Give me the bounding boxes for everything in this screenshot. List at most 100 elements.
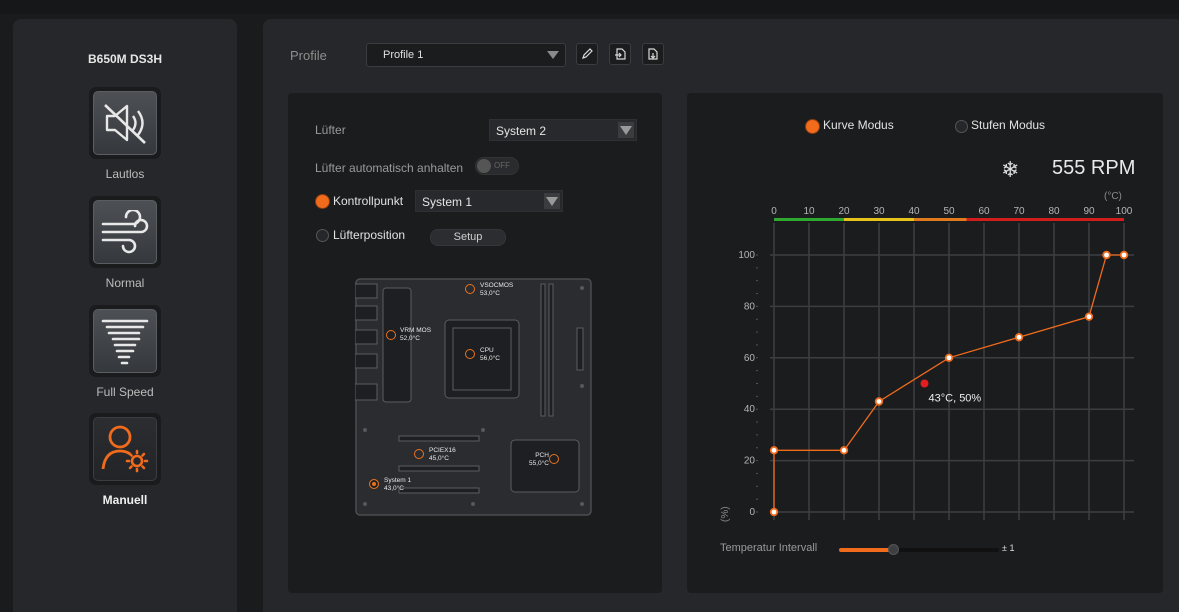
curve-control-point[interactable] xyxy=(1102,250,1111,260)
profile-label: Profile xyxy=(290,48,327,63)
mode-label-lautlos: Lautlos xyxy=(105,167,145,181)
sensor-vsocmos: VSOCMOS 53,0°C xyxy=(480,282,513,298)
curve-control-point[interactable] xyxy=(769,507,779,517)
fan-select[interactable]: System 2 xyxy=(489,119,637,141)
motherboard-diagram: VSOCMOS 53,0°C VRM MOS 52,0°C CPU 56,0°C… xyxy=(355,278,592,516)
mode-label-full-speed: Full Speed xyxy=(96,385,154,399)
mode-label-manuell: Manuell xyxy=(102,493,148,507)
sensor-cpu-marker[interactable] xyxy=(465,349,475,359)
y-tick-label-60: 60 xyxy=(744,353,756,364)
speaker-muted-icon xyxy=(104,104,146,144)
x-tick-label-60: 60 xyxy=(978,206,990,217)
setup-button[interactable]: Setup xyxy=(430,229,506,246)
pct-unit-label: (%) xyxy=(720,506,731,522)
y-tick-label-0: 0 xyxy=(749,507,755,518)
mode-button-full-speed[interactable] xyxy=(89,305,161,377)
user-settings-icon xyxy=(101,425,149,473)
sensor-vrm-marker[interactable] xyxy=(386,330,396,340)
sensor-name: VSOCMOS xyxy=(480,282,514,289)
edit-icon xyxy=(582,48,593,59)
current-point-marker xyxy=(920,379,929,388)
sensor-pciex16-marker[interactable] xyxy=(414,449,424,459)
y-tick-label-80: 80 xyxy=(744,301,756,312)
sensor-system1-marker[interactable] xyxy=(369,479,379,489)
temp-colorbar-segment-0 xyxy=(774,218,844,221)
slider-handle[interactable] xyxy=(888,544,900,555)
mode-button-lautlos[interactable] xyxy=(89,87,161,159)
sensor-name: PCH xyxy=(535,452,549,459)
fan-position-label: Lüfterposition xyxy=(333,228,406,242)
sensor-name: System 1 xyxy=(384,477,412,484)
tornado-icon xyxy=(101,319,149,365)
fan-rpm: 555 RPM xyxy=(1052,157,1136,179)
fan-settings-panel: Lüfter System 2 Lüfter automatisch anhal… xyxy=(288,93,662,593)
sensor-pch-marker[interactable] xyxy=(549,454,559,464)
sensor-pciex16: PCIEX16 45,0°C xyxy=(429,447,456,463)
main-panel: Profile Profile 1 Lüfter System 2 Lüfter… xyxy=(263,19,1179,612)
mode-button-manuell[interactable] xyxy=(89,413,161,485)
import-icon xyxy=(648,48,658,60)
sensor-name: VRM MOS xyxy=(400,327,432,334)
sensor-system-1: System 1 43,0°C xyxy=(384,477,411,493)
x-tick-label-40: 40 xyxy=(908,206,920,217)
curve-control-point[interactable] xyxy=(874,397,884,406)
sensor-vrm-mos: VRM MOS 52,0°C xyxy=(400,327,431,343)
sensor-vsocmos-marker[interactable] xyxy=(465,284,475,294)
temp-interval-label: Temperatur Intervall xyxy=(720,542,818,554)
export-profile-button[interactable] xyxy=(609,43,631,65)
curve-mode-radio[interactable] xyxy=(806,120,819,133)
window-top-strip xyxy=(0,0,1179,14)
step-mode-label: Stufen Modus xyxy=(971,118,1046,132)
sensor-pch: PCH 55,0°C xyxy=(529,452,549,468)
step-mode-radio[interactable] xyxy=(955,120,968,133)
sensor-name: PCIEX16 xyxy=(429,447,456,454)
temp-colorbar-segment-3 xyxy=(966,218,1124,221)
toggle-knob xyxy=(477,159,491,173)
temp-colorbar-segment-2 xyxy=(914,218,967,221)
x-tick-label-30: 30 xyxy=(873,206,885,217)
fan-curve-chart[interactable]: (°C) 0 10 20 30 40 50 60 70 80 90 100 0 20 40 60 80 100 (%… xyxy=(687,93,1163,533)
curve-control-point[interactable] xyxy=(769,446,779,455)
x-tick-label-50: 50 xyxy=(943,206,955,217)
sensor-value: 43,0°C xyxy=(384,485,404,492)
x-tick-label-80: 80 xyxy=(1048,206,1060,217)
profile-select[interactable]: Profile 1 xyxy=(366,43,566,67)
auto-stop-toggle[interactable]: OFF xyxy=(475,157,519,175)
chevron-down-icon xyxy=(544,193,560,209)
x-tick-label-10: 10 xyxy=(803,206,815,217)
temp-interval-value: ± 1 xyxy=(1002,543,1015,553)
current-point-label: 43°C, 50% xyxy=(929,393,982,405)
sensor-value: 52,0°C xyxy=(400,335,420,342)
temp-interval-slider[interactable] xyxy=(839,544,999,555)
mode-button-normal[interactable] xyxy=(89,196,161,268)
sensor-value: 45,0°C xyxy=(429,455,449,462)
curve-control-point[interactable] xyxy=(1119,250,1129,260)
curve-mode-label: Kurve Modus xyxy=(823,118,894,132)
x-tick-label-90: 90 xyxy=(1083,206,1095,217)
wind-icon xyxy=(101,210,149,254)
fan-curve-panel: Kurve Modus Stufen Modus ❄ 555 RPM (°C) 0… xyxy=(687,93,1163,593)
curve-control-point[interactable] xyxy=(839,446,849,455)
control-point-select-value: System 1 xyxy=(422,195,473,209)
x-tick-label-20: 20 xyxy=(838,206,850,217)
fan-position-radio[interactable] xyxy=(316,229,329,242)
chevron-down-icon xyxy=(618,122,634,138)
control-point-radio[interactable] xyxy=(316,195,329,208)
sensor-name: CPU xyxy=(480,347,494,354)
export-icon xyxy=(615,48,626,60)
curve-control-point[interactable] xyxy=(944,353,954,362)
temp-unit-label: (°C) xyxy=(1104,191,1122,202)
curve-control-point[interactable] xyxy=(1084,312,1094,321)
sensor-value: 55,0°C xyxy=(529,460,549,467)
sensor-value: 56,0°C xyxy=(480,355,500,362)
edit-profile-button[interactable] xyxy=(576,43,598,65)
x-tick-label-0: 0 xyxy=(771,206,777,217)
profile-select-value: Profile 1 xyxy=(383,49,424,61)
chevron-down-icon xyxy=(547,51,559,59)
control-point-select[interactable]: System 1 xyxy=(415,190,563,212)
import-profile-button[interactable] xyxy=(642,43,664,65)
fan-label: Lüfter xyxy=(315,123,346,137)
fan-select-value: System 2 xyxy=(496,124,547,138)
x-tick-label-70: 70 xyxy=(1013,206,1025,217)
curve-control-point[interactable] xyxy=(1014,333,1024,342)
